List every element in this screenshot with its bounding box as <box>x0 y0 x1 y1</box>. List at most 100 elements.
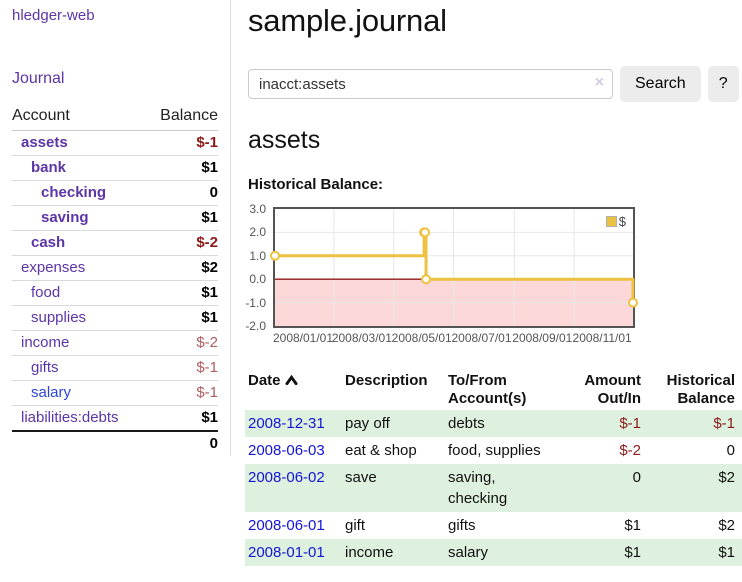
account-link[interactable]: checking <box>41 184 107 201</box>
account-row: supplies $1 <box>12 305 218 331</box>
nav-journal-link[interactable]: Journal <box>12 70 65 87</box>
help-button[interactable]: ? <box>707 66 739 102</box>
transaction-date-link[interactable]: 2008-06-01 <box>248 517 325 534</box>
legend-label: $ <box>618 214 626 229</box>
account-link[interactable]: food <box>31 284 61 301</box>
account-link[interactable]: salary <box>31 384 72 401</box>
search-button[interactable]: Search <box>620 66 701 102</box>
account-balance: $-2 <box>145 230 218 256</box>
transaction-row: 2008-06-01 gift gifts $1 $2 <box>245 512 742 539</box>
accounts-header-row: Account Balance <box>12 105 218 131</box>
transaction-accounts: saving, checking <box>448 469 508 507</box>
y-tick-label: 2.0 <box>249 225 266 240</box>
transaction-accounts: food, supplies <box>448 442 541 459</box>
chart-y-axis: 3.0 2.0 1.0 0.0 -1.0 -2.0 <box>245 202 269 333</box>
account-balance: $1 <box>145 155 218 181</box>
x-tick-label: 2008/01/01 <box>272 331 334 345</box>
th-accounts: To/From Account(s) <box>448 372 527 407</box>
x-tick-label: 2008/03/01 <box>331 331 392 345</box>
transaction-description: eat & shop <box>345 442 417 459</box>
transaction-row: 2008-01-01 income salary $1 $1 <box>245 539 742 566</box>
account-link[interactable]: assets <box>21 134 68 151</box>
y-tick-label: -1.0 <box>245 295 266 310</box>
account-row: assets $-1 <box>12 131 218 156</box>
account-row: saving $1 <box>12 205 218 231</box>
account-link[interactable]: expenses <box>21 259 86 276</box>
balance-chart-svg <box>270 209 638 326</box>
account-balance: $1 <box>145 205 218 231</box>
th-amount: Amount Out/In <box>584 372 641 407</box>
chart-plot-area: $ <box>270 207 638 328</box>
account-row: liabilities:debts $1 <box>12 405 218 431</box>
transaction-description: save <box>345 469 377 486</box>
accounts-header-account: Account <box>12 105 146 131</box>
transaction-date-link[interactable]: 2008-06-02 <box>248 469 325 486</box>
account-row: food $1 <box>12 280 218 306</box>
transaction-date-link[interactable]: 2008-12-31 <box>248 415 325 432</box>
account-row: income $-2 <box>12 330 218 356</box>
app-title-link[interactable]: hledger-web <box>12 7 95 24</box>
transactions-table-body: 2008-12-31 pay off debts $-1 $-1 2008-06… <box>245 410 742 566</box>
accounts-table-body: assets $-1 bank $1 checking 0 saving $1 … <box>12 131 218 431</box>
account-balance: $-1 <box>145 380 218 406</box>
accounts-total-row: 0 <box>12 430 218 456</box>
chart-x-axis: 2008/01/01 2008/03/01 2008/05/01 2008/07/01… <box>273 328 663 346</box>
account-balance: $1 <box>145 405 218 431</box>
account-row: gifts $-1 <box>12 355 218 381</box>
account-link[interactable]: gifts <box>31 359 59 376</box>
transactions-header-row: Date Description To/From Account(s) Amou… <box>245 370 742 410</box>
transaction-balance: 0 <box>726 442 735 459</box>
y-tick-label: 1.0 <box>249 248 266 263</box>
transaction-amount: $1 <box>624 544 641 561</box>
transaction-accounts: debts <box>448 415 485 432</box>
account-balance: $-1 <box>196 134 218 151</box>
transaction-amount: $-2 <box>619 442 641 459</box>
account-row: checking 0 <box>12 180 218 206</box>
transaction-description: gift <box>345 517 366 534</box>
account-row: salary $-1 <box>12 380 218 406</box>
account-link[interactable]: saving <box>41 209 89 226</box>
clear-search-icon[interactable]: × <box>594 74 604 91</box>
y-tick-label: -2.0 <box>245 319 266 333</box>
accounts-table: Account Balance assets $-1 bank $1 check… <box>12 105 218 456</box>
th-balance: Historical Balance <box>666 372 735 407</box>
account-balance: $-1 <box>145 355 218 381</box>
sort-ascending-icon <box>285 374 298 386</box>
account-link[interactable]: bank <box>31 159 67 176</box>
transaction-balance: $2 <box>718 517 735 534</box>
search-input[interactable] <box>248 69 613 99</box>
x-tick-label: 2008/05/01 <box>391 331 452 345</box>
account-balance: $1 <box>145 305 218 331</box>
y-tick-label: 0.0 <box>249 272 266 287</box>
transaction-date-link[interactable]: 2008-01-01 <box>248 544 325 561</box>
account-heading: assets <box>248 126 321 154</box>
account-link[interactable]: liabilities:debts <box>21 409 119 426</box>
account-link[interactable]: cash <box>31 234 66 251</box>
sidebar: hledger-web Journal Account Balance asse… <box>0 0 231 456</box>
account-balance: 0 <box>145 180 218 206</box>
account-row: bank $1 <box>12 155 218 181</box>
page-title: sample.journal <box>248 3 447 38</box>
account-row: cash $-2 <box>12 230 218 256</box>
account-link[interactable]: supplies <box>31 309 87 326</box>
transaction-accounts: salary <box>448 544 489 561</box>
th-date[interactable]: Date <box>245 370 342 410</box>
x-tick-label: 2008/11/01 <box>572 331 632 345</box>
account-link[interactable]: income <box>21 334 70 351</box>
transaction-row: 2008-12-31 pay off debts $-1 $-1 <box>245 410 742 437</box>
transaction-balance: $-1 <box>713 415 735 432</box>
transaction-row: 2008-06-03 eat & shop food, supplies $-2… <box>245 437 742 464</box>
x-tick-label: 2008/07/01 <box>451 331 512 345</box>
account-balance: $1 <box>145 280 218 306</box>
transaction-balance: $1 <box>718 544 735 561</box>
transaction-balance: $2 <box>718 469 735 486</box>
accounts-total-balance: 0 <box>145 430 218 456</box>
transaction-row: 2008-06-02 save saving, checking 0 $2 <box>245 464 742 512</box>
transaction-amount: 0 <box>632 469 641 486</box>
transaction-amount: $1 <box>624 517 641 534</box>
y-tick-label: 3.0 <box>249 202 266 216</box>
transaction-description: pay off <box>345 415 390 432</box>
transaction-amount: $-1 <box>619 415 641 432</box>
transaction-date-link[interactable]: 2008-06-03 <box>248 442 325 459</box>
accounts-header-balance: Balance <box>145 105 218 131</box>
